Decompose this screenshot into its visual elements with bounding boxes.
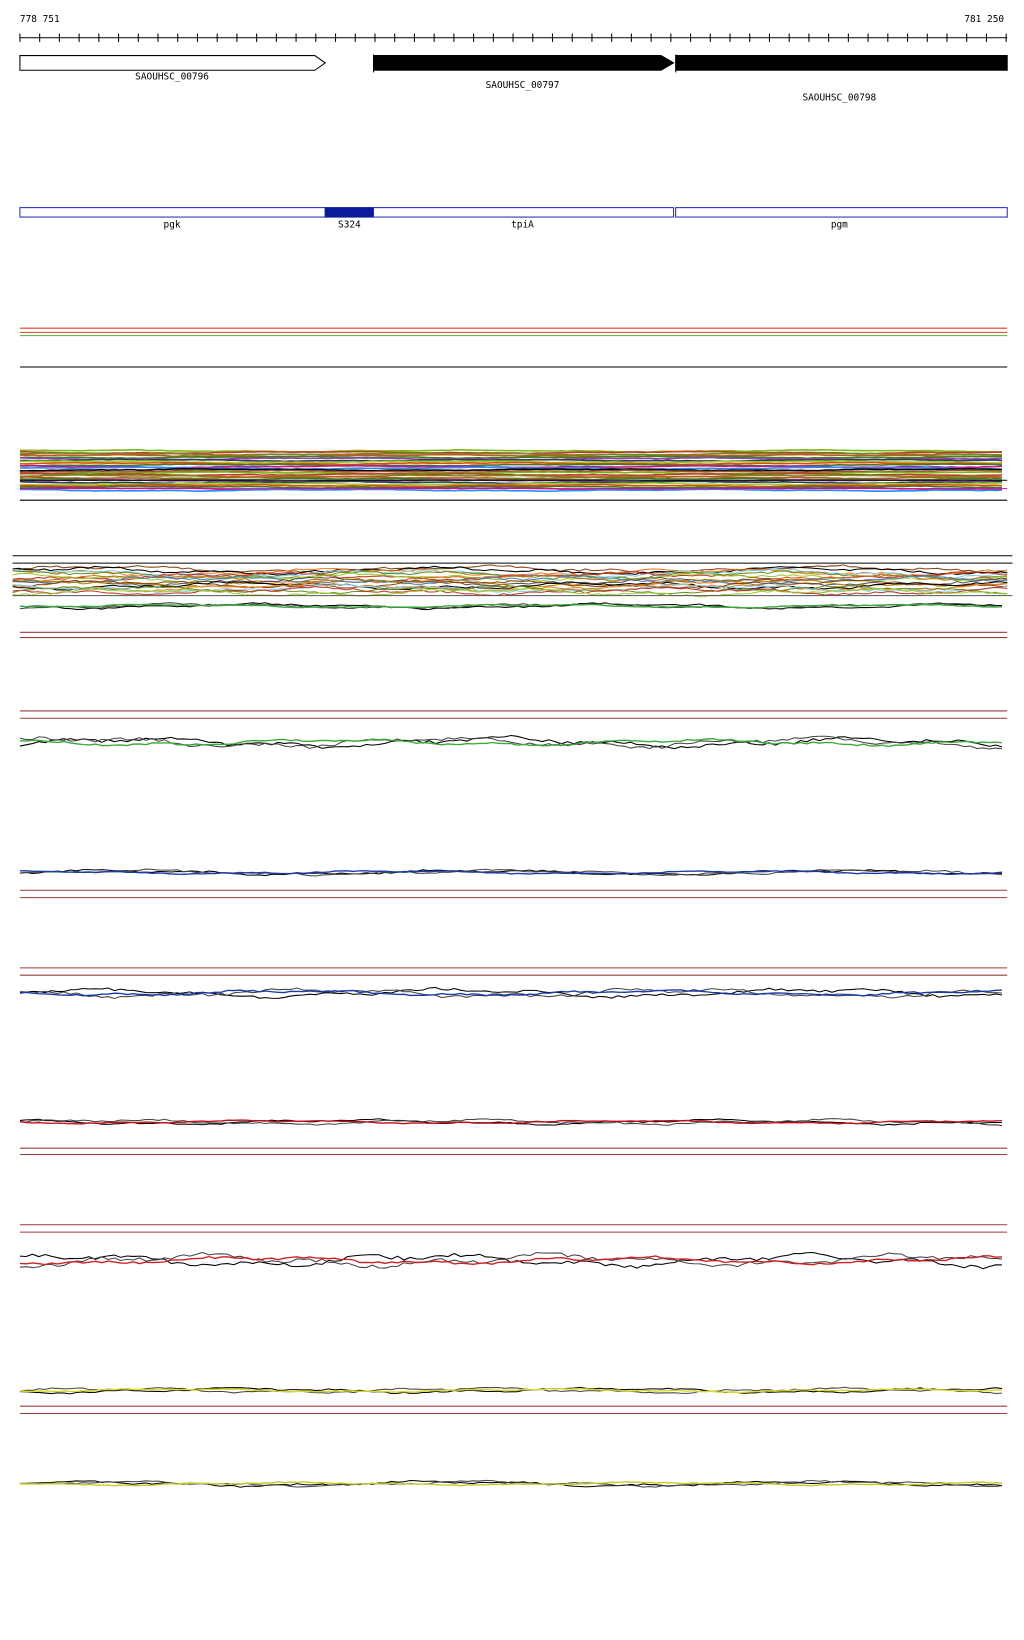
track-curve	[12, 573, 1008, 584]
gene-label: SAOUHSC_00796	[135, 72, 209, 83]
track-curve	[19, 986, 1003, 999]
track-curve	[12, 587, 1008, 598]
feature-box[interactable]	[675, 207, 1008, 218]
track-curve	[19, 1119, 1003, 1125]
gene-arrow[interactable]	[675, 54, 1008, 73]
track-curve	[19, 463, 1003, 467]
track-curve	[19, 1118, 1003, 1127]
gene-label: SAOUHSC_00797	[486, 80, 560, 91]
track-curve	[12, 579, 1008, 589]
track-curve	[19, 466, 1002, 471]
track-curve	[19, 734, 1003, 750]
track-curve	[19, 989, 1002, 997]
track-curve	[19, 449, 1002, 453]
track-curve	[19, 1386, 1002, 1395]
feature-label: pgm	[831, 220, 848, 231]
track-curve	[19, 1255, 1003, 1266]
track-curve	[12, 564, 1008, 575]
track-curve	[19, 474, 1003, 478]
gene-arrow[interactable]	[19, 55, 327, 71]
track-curve	[19, 469, 1002, 474]
track-curve	[12, 581, 1008, 591]
track-curve	[12, 582, 1008, 593]
gene-label: SAOUHSC_00798	[802, 93, 876, 104]
ruler-start: 778 751	[20, 14, 60, 25]
track-curve	[19, 1251, 1003, 1269]
feature-box[interactable]	[324, 207, 375, 218]
ruler-ticks	[19, 33, 1007, 42]
feature-box[interactable]	[19, 207, 326, 218]
feature-label: S324	[338, 220, 361, 231]
track-curve	[19, 1481, 1003, 1487]
track-curve	[19, 737, 1003, 748]
track-curve	[19, 452, 1002, 456]
track-curve	[19, 603, 1003, 609]
track-curve	[19, 471, 1003, 475]
track-curve	[12, 585, 1008, 595]
track-curve	[19, 1118, 1002, 1126]
track-curve	[19, 1386, 1003, 1395]
track-curve	[12, 575, 1008, 586]
track-curve	[19, 602, 1002, 611]
tracks	[12, 327, 1013, 1488]
track-curve	[19, 468, 1002, 472]
track-curve	[19, 488, 1003, 493]
track-curve	[19, 461, 1002, 466]
track-curve	[19, 869, 1003, 875]
track-curve	[12, 586, 1008, 597]
track-curve	[19, 1387, 1002, 1394]
feature-label: tpiA	[511, 220, 534, 231]
track-curve	[19, 987, 1003, 1000]
ruler-end: 781 250	[964, 14, 1004, 25]
track-curve	[19, 458, 1003, 463]
feature-box[interactable]	[372, 207, 675, 218]
track-curve	[19, 455, 1003, 460]
gene-arrow[interactable]	[372, 54, 675, 73]
track-curve	[19, 868, 1002, 877]
track-curve	[19, 475, 1002, 480]
track-curve	[12, 565, 1008, 576]
track-curve	[19, 483, 1003, 488]
track-curve	[19, 453, 1002, 458]
track-curve	[19, 485, 1002, 489]
feature-label: pgk	[164, 220, 181, 231]
